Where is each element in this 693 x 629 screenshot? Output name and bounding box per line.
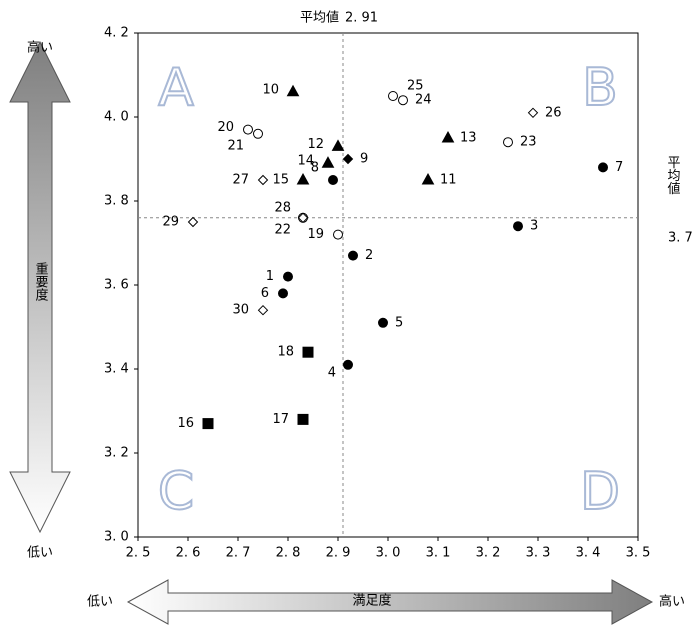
point: [503, 137, 513, 148]
point: [286, 84, 300, 97]
x-tick-label: 2. 5: [126, 546, 151, 561]
point-label: 27: [232, 173, 249, 188]
point: [348, 250, 358, 261]
y-tick-label: 3. 0: [104, 530, 129, 545]
x-tick-label: 3. 4: [576, 546, 601, 561]
x-high: 高い: [659, 594, 685, 610]
point: [527, 107, 539, 119]
point-label: 7: [615, 160, 623, 175]
point: [343, 359, 353, 370]
point-label: 11: [440, 173, 457, 188]
y-arrow: [9, 40, 71, 534]
point-label: 22: [274, 222, 291, 237]
point: [297, 413, 309, 425]
point-label: 24: [415, 93, 432, 108]
point-label: 18: [277, 345, 294, 360]
point: [278, 288, 288, 299]
point-label: 20: [217, 120, 234, 135]
point: [331, 139, 345, 151]
point-label: 12: [307, 137, 324, 152]
point: [328, 175, 338, 185]
point: [342, 153, 354, 165]
point-label: 15: [272, 173, 289, 188]
x-tick-label: 2. 8: [276, 546, 301, 561]
point-label: 6: [261, 286, 269, 301]
point-label: 8: [311, 161, 319, 176]
point-label: 29: [162, 215, 179, 230]
point-label: 17: [272, 412, 289, 427]
point-label: 9: [360, 152, 368, 167]
x-tick-label: 2. 6: [176, 546, 201, 561]
point: [253, 128, 263, 139]
point: [378, 317, 388, 328]
quadrant-label: C: [158, 462, 194, 522]
point-label: 3: [530, 219, 538, 234]
y-tick-label: 3. 4: [104, 362, 129, 377]
point-label: 4: [328, 365, 336, 380]
point: [296, 172, 310, 185]
point: [441, 130, 455, 143]
x-tick-label: 3. 0: [376, 546, 401, 561]
point: [398, 95, 408, 106]
quadrant-label: A: [158, 58, 194, 118]
point-label: 25: [407, 79, 424, 94]
y-high: 高い: [27, 40, 53, 56]
y-low: 低い: [27, 546, 53, 561]
point-label: 26: [545, 105, 562, 120]
point: [598, 162, 608, 173]
y-tick-label: 4. 0: [104, 110, 129, 125]
x-tick-label: 3. 1: [426, 546, 451, 561]
y-title: 重要度: [33, 261, 49, 301]
quadrant-label: D: [580, 462, 620, 522]
x-title: 満足度: [352, 593, 391, 609]
point-label: 2: [365, 248, 373, 263]
point-label: 23: [520, 135, 537, 150]
x-tick-label: 2. 9: [326, 546, 351, 561]
x-arrow: [126, 579, 654, 625]
point: [297, 212, 309, 224]
x-tick-label: 2. 7: [226, 546, 251, 561]
x-mean-title: 平均値: [300, 10, 339, 26]
x-low: 低い: [87, 595, 113, 610]
point: [421, 172, 435, 185]
point: [321, 156, 335, 168]
point-label: 1: [266, 269, 274, 284]
y-tick-label: 4. 2: [104, 26, 129, 41]
point: [302, 346, 314, 358]
point: [243, 124, 253, 135]
point: [333, 229, 343, 240]
y-mean-title: 平均値: [665, 156, 681, 195]
point: [187, 216, 199, 228]
y-mean-label: 3. 76: [668, 230, 693, 245]
point-label: 5: [395, 315, 403, 330]
quadrant-label: B: [582, 58, 618, 118]
point-label: 13: [460, 131, 477, 146]
point-label: 19: [307, 227, 324, 242]
point: [388, 91, 398, 101]
point-label: 28: [274, 200, 291, 215]
point-label: 16: [177, 416, 194, 431]
point-label: 21: [227, 138, 244, 153]
x-tick-label: 3. 3: [526, 546, 551, 561]
y-tick-label: 3. 6: [104, 278, 129, 293]
x-tick-label: 3. 2: [476, 546, 501, 561]
point: [202, 418, 214, 430]
point-label: 30: [232, 303, 249, 318]
x-tick-label: 3. 5: [626, 546, 651, 561]
point-label: 14: [297, 154, 314, 169]
point: [257, 174, 269, 186]
x-mean-label: 2. 91: [345, 11, 378, 26]
plot-frame: [137, 32, 639, 538]
point: [283, 271, 293, 282]
y-tick-label: 3. 8: [104, 194, 129, 209]
point: [513, 221, 523, 232]
point: [257, 304, 269, 316]
y-tick-label: 3. 2: [104, 446, 129, 461]
point-label: 10: [262, 82, 279, 97]
